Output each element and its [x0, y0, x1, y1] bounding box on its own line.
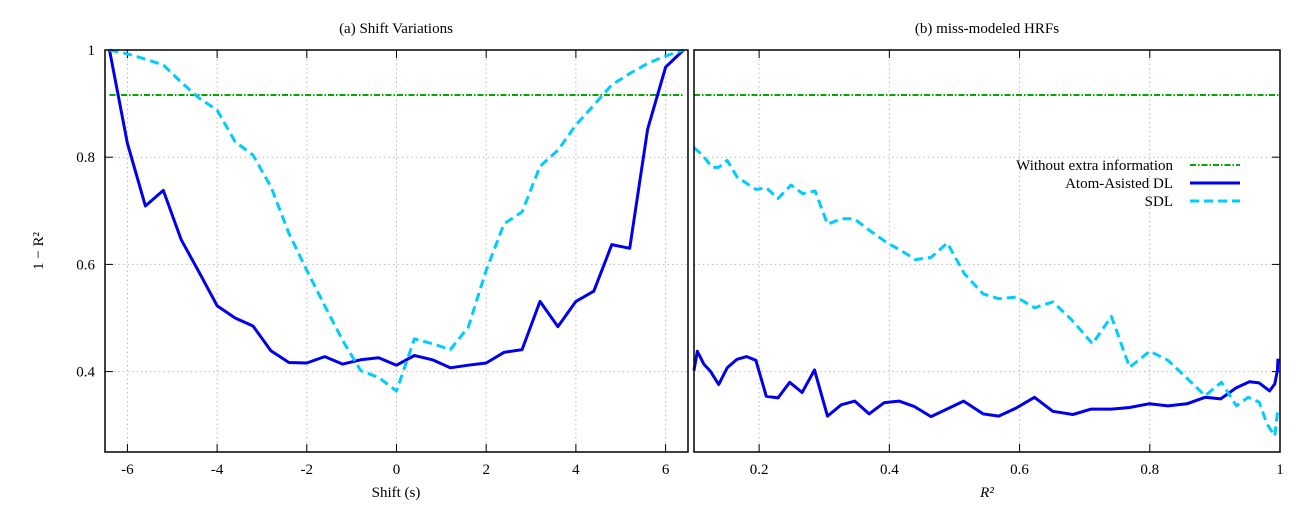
xlabel-b: R² [979, 485, 994, 501]
series-line-atom-asisted-dl [692, 349, 1280, 419]
x-tick-label: 0.6 [1010, 462, 1029, 478]
plot-a: -6 -4 -2 0 2 4 6 0.4 0.6 0.8 1 [76, 43, 689, 478]
legend: Without extra information Atom-Asisted DL… [1016, 158, 1240, 210]
x-tick-label: 4 [572, 462, 580, 478]
x-tick-label: 0.4 [880, 462, 899, 478]
x-tick-label: 0.2 [750, 462, 769, 478]
y-tick-label: 0.8 [76, 150, 95, 166]
series-line-sdl [109, 48, 684, 393]
series-line-atom-asisted-dl [108, 48, 685, 370]
legend-label: Without extra information [1016, 158, 1173, 174]
x-tick-label: 0 [393, 462, 401, 478]
title-b: (b) miss-modeled HRFs [915, 21, 1059, 37]
x-tick-label: -2 [301, 462, 314, 478]
y-tick-label: 0.6 [76, 257, 95, 273]
x-tick-label: 0.8 [1140, 462, 1159, 478]
ylabel-a: 1 − R² [31, 232, 47, 270]
x-tick-label: -4 [211, 462, 224, 478]
x-tick-label: -6 [121, 462, 134, 478]
legend-label: Atom-Asisted DL [1065, 176, 1173, 192]
x-tick-label: 1 [1276, 462, 1284, 478]
y-tick-label: 0.4 [76, 365, 95, 381]
plot-frame [693, 49, 1281, 453]
plot-frame [104, 49, 689, 453]
x-tick-label: 2 [482, 462, 490, 478]
y-tick-label: 1 [88, 43, 96, 59]
series-line-sdl [693, 146, 1280, 438]
legend-label: SDL [1145, 194, 1173, 210]
xlabel-a: Shift (s) [372, 485, 421, 501]
title-a: (a) Shift Variations [339, 21, 453, 37]
x-tick-label: 6 [662, 462, 670, 478]
plot-b: 0.2 0.4 0.6 0.8 1 Without extra information At… [692, 49, 1284, 478]
